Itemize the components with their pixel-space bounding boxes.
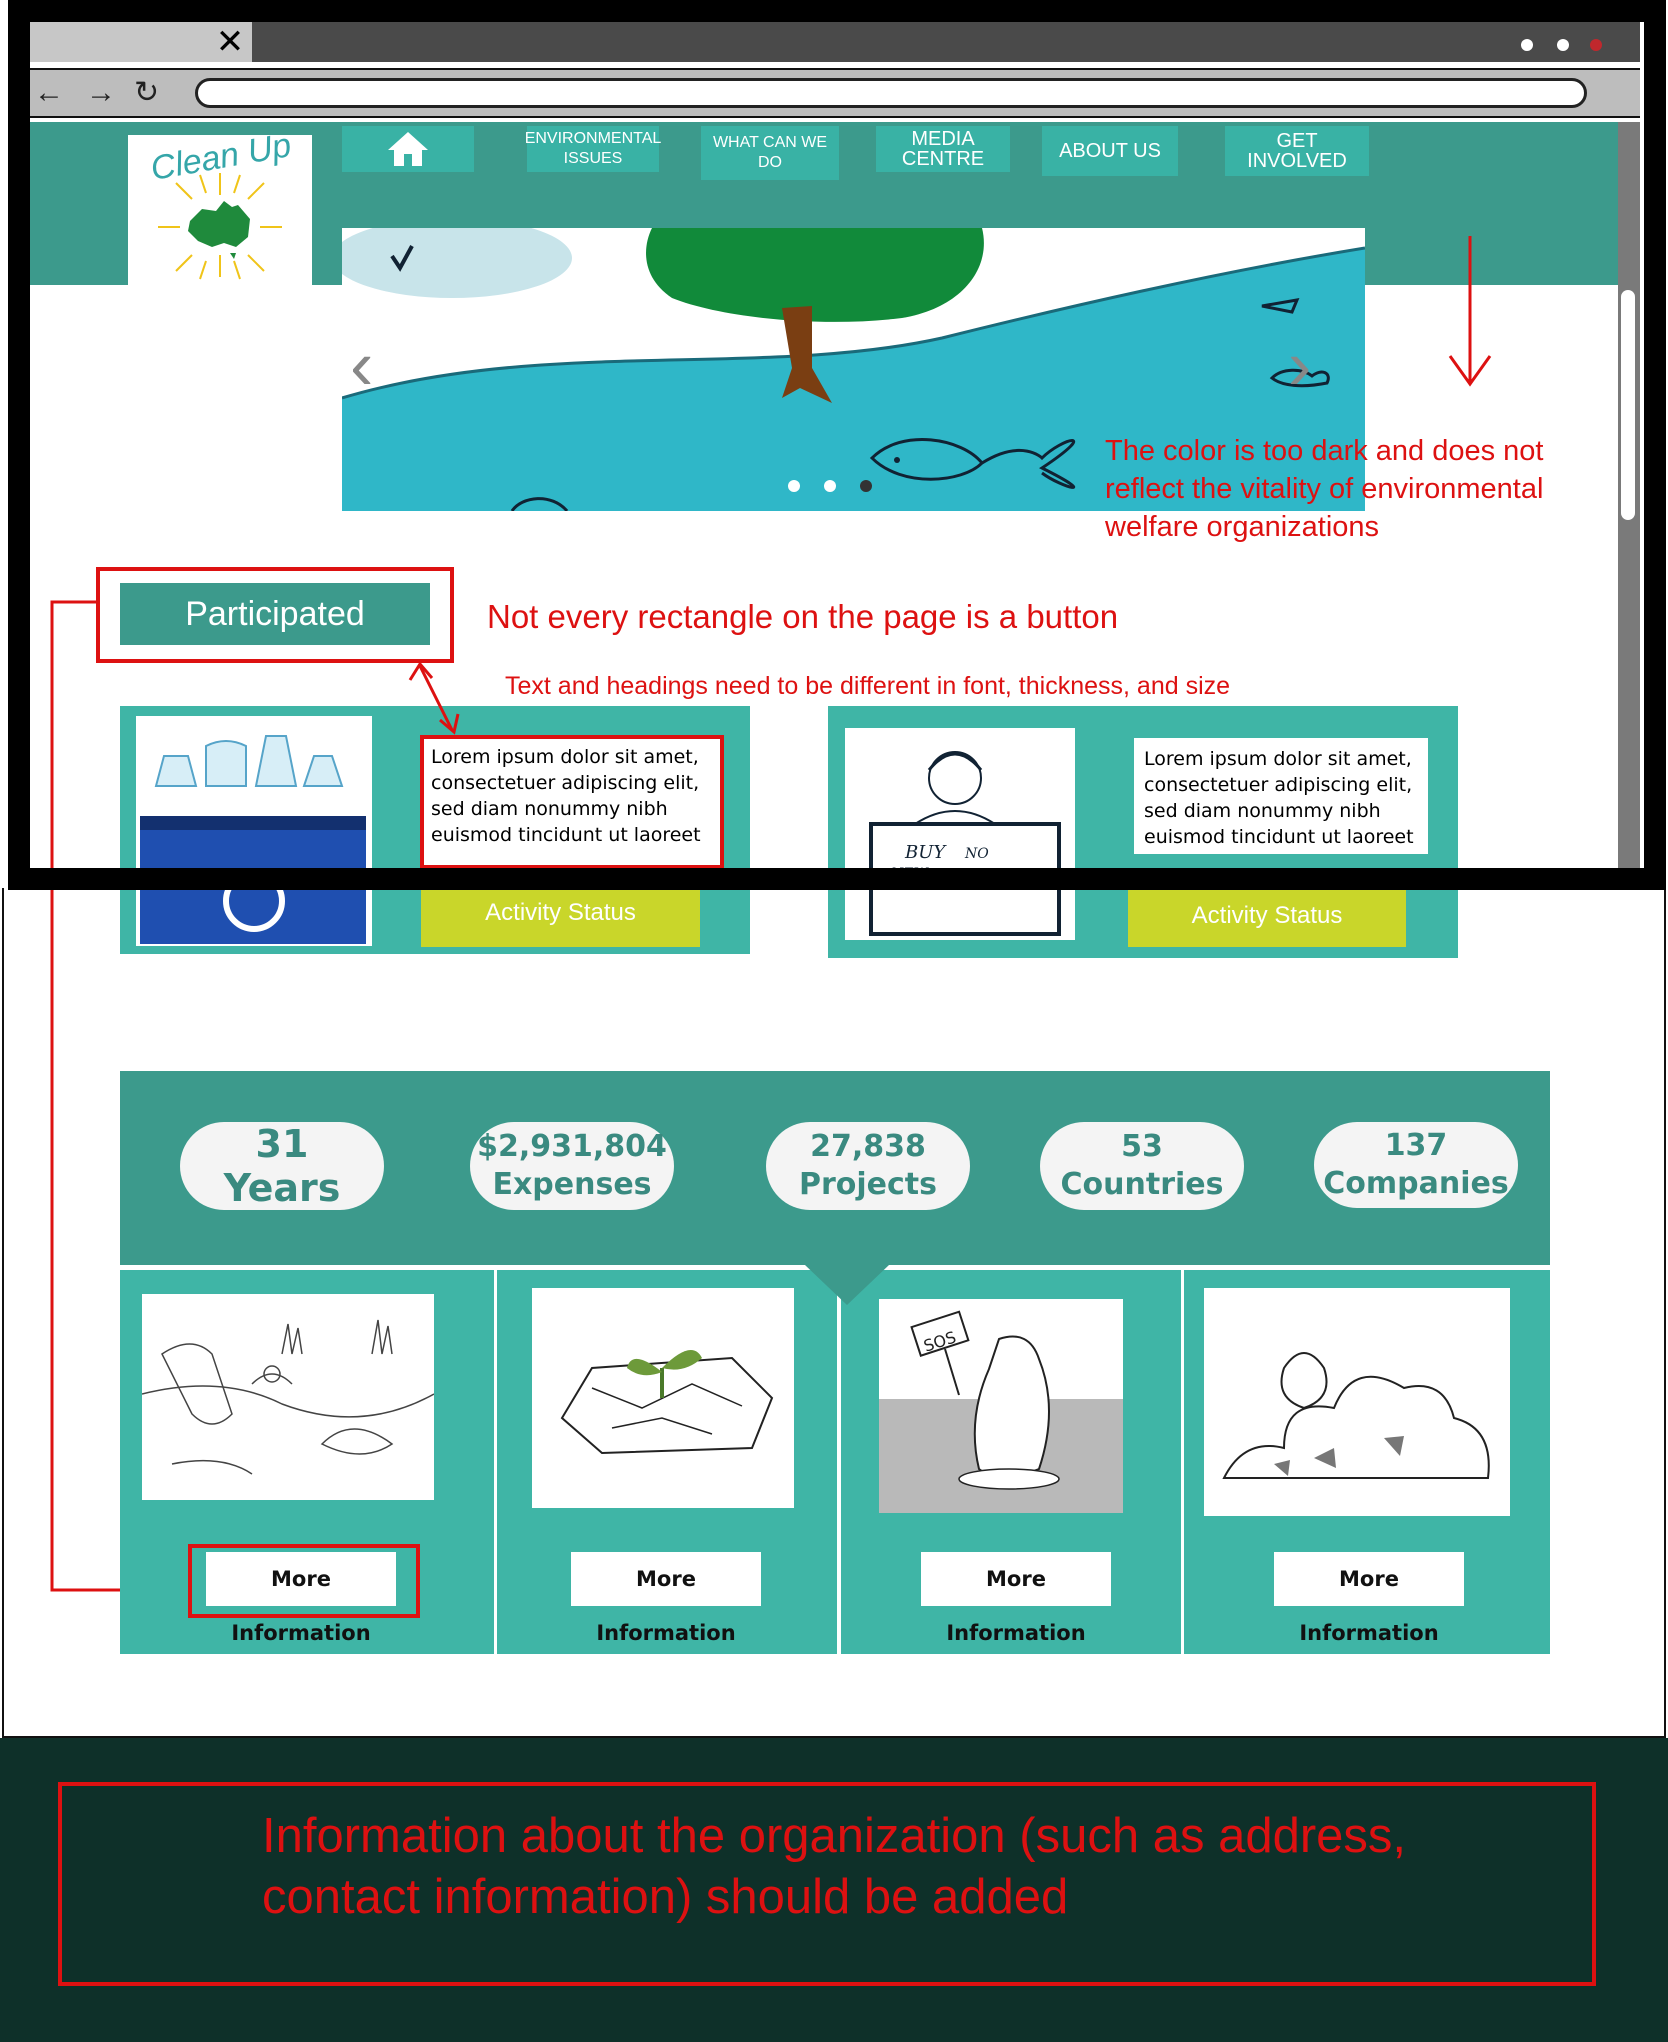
nav-get-involved[interactable]: GET INVOLVED — [1225, 126, 1369, 176]
window-dot-icon[interactable] — [1521, 39, 1533, 51]
sign-text-1: BUY — [904, 842, 947, 863]
activity-status-button[interactable]: Activity Status — [1128, 887, 1406, 947]
annotation-footer-box — [58, 1782, 1596, 1986]
more-information-button[interactable]: More Information — [1274, 1552, 1464, 1645]
sprout-rock-illustration — [560, 1350, 774, 1455]
stat-value: $2,931,804 — [477, 1129, 667, 1164]
stat-label: Countries — [1060, 1167, 1224, 1202]
browser-window-frame — [8, 0, 1666, 890]
stats-pointer-arrow — [805, 1265, 889, 1305]
forward-arrow-icon[interactable]: → — [86, 76, 116, 109]
slider-prev-arrow-icon[interactable]: ‹ — [350, 326, 374, 404]
activity-description: Lorem ipsum dolor sit amet, consectetuer… — [1134, 738, 1428, 854]
annotation-button-box — [188, 1544, 420, 1618]
stat-countries: 53 Countries — [1040, 1122, 1244, 1210]
more-information-button[interactable]: More Information — [921, 1552, 1111, 1645]
slider-dot-active[interactable] — [860, 480, 872, 492]
site-footer — [0, 1738, 1668, 2042]
back-arrow-icon[interactable]: ← — [34, 76, 64, 109]
annotation-color-note: The color is too dark and does not refle… — [1105, 435, 1544, 543]
project-image — [141, 1294, 435, 1500]
nav-what-can-we-do[interactable]: WHAT CAN WE DO — [701, 126, 839, 180]
annotation-arrows — [50, 600, 460, 1592]
annotation-rect-note: Not every rectangle on the page is a but… — [487, 598, 1119, 635]
stat-projects: 27,838 Projects — [766, 1122, 970, 1210]
nav-environmental-issues[interactable]: ENVIRONMENTAL ISSUES — [525, 126, 661, 172]
more-information-button[interactable]: More Information — [571, 1552, 761, 1645]
logo[interactable] — [128, 135, 312, 285]
more-information-button[interactable]: More Information — [206, 1552, 396, 1645]
slider-dot[interactable] — [824, 480, 836, 492]
browser-titlebar — [30, 22, 1640, 62]
annotation-footer-note: Information about the organization (such… — [262, 1809, 1407, 1924]
activity-description: Lorem ipsum dolor sit amet, consectetuer… — [421, 736, 723, 868]
stat-value: 27,838 — [810, 1129, 926, 1164]
stat-value: 137 — [1384, 1128, 1448, 1163]
scrollbar-thumb[interactable] — [1621, 290, 1635, 520]
down-arrow-annotation-icon — [1448, 236, 1492, 387]
garbage-pile-illustration — [1222, 1352, 1490, 1479]
window-dot-icon[interactable] — [1557, 39, 1569, 51]
nav-home-button[interactable] — [342, 126, 474, 172]
annotation-highlight-box — [96, 567, 454, 663]
project-image — [532, 1288, 794, 1508]
polar-bear-sos-illustration: SOS — [879, 1310, 1123, 1513]
stat-label: Projects — [798, 1167, 937, 1202]
stat-value: 53 — [1121, 1129, 1163, 1164]
address-bar-input[interactable] — [195, 78, 1587, 108]
annotation-text-note: Text and headings need to be different i… — [505, 672, 1231, 700]
window-close-dot-icon[interactable] — [1590, 39, 1602, 51]
river-tree-illustration — [342, 228, 1365, 511]
australia-sun-logo-icon — [158, 173, 282, 280]
polluted-pipe-illustration — [141, 1319, 435, 1475]
project-image — [1204, 1288, 1510, 1516]
stat-expenses: $2,931,804 Expenses — [470, 1122, 674, 1210]
stat-label: Companies — [1323, 1166, 1509, 1201]
nav-media-centre[interactable]: MEDIA CENTRE — [876, 126, 1010, 172]
reload-icon[interactable]: ↻ — [134, 76, 160, 109]
activity-status-button[interactable]: Activity Status — [421, 885, 700, 947]
stat-years: 31 Years — [180, 1122, 384, 1210]
stat-companies: 137 Companies — [1314, 1122, 1518, 1208]
project-image: SOS — [879, 1299, 1123, 1513]
home-icon — [388, 132, 428, 166]
stat-label: Expenses — [492, 1167, 652, 1202]
sign-text-2: NO — [964, 846, 989, 862]
nav-about-us[interactable]: ABOUT US — [1042, 126, 1178, 176]
slider-next-arrow-icon[interactable]: › — [1288, 326, 1312, 404]
lower-page-frame — [2, 888, 1666, 1738]
slider-dot[interactable] — [788, 480, 800, 492]
participated-heading: Participated — [120, 583, 430, 645]
browser-tab[interactable] — [30, 22, 252, 62]
stat-value: 31 — [255, 1122, 309, 1166]
annotation-text-box — [420, 735, 724, 869]
hero-slider[interactable] — [342, 228, 1365, 511]
tab-close-icon[interactable]: ✕ — [215, 23, 245, 61]
stat-label: Years — [223, 1166, 341, 1210]
